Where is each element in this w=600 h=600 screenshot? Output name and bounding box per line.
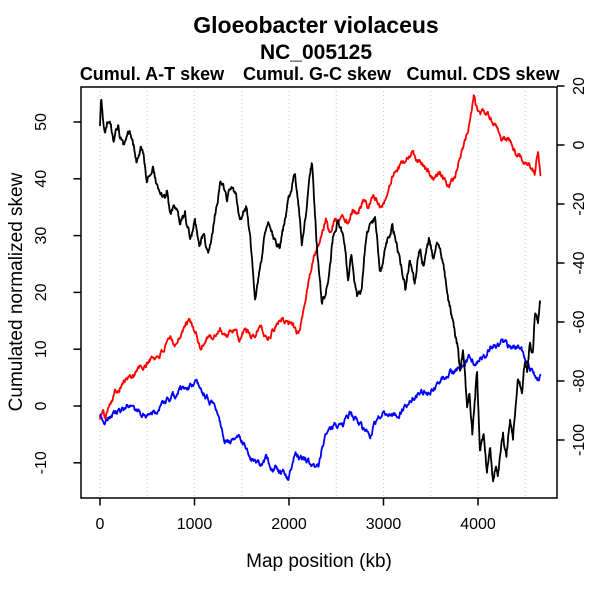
y-left-tick-label: 20 <box>33 283 50 301</box>
y-left-tick-label: 50 <box>33 113 50 131</box>
y-right-tick-label: -20 <box>571 192 588 215</box>
plot-title: Gloeobacter violaceus <box>193 12 438 38</box>
legend-label-at-skew: Cumul. A-T skew <box>80 64 225 84</box>
y-right-tick-label: -40 <box>571 251 588 274</box>
y-left-tick-label: 0 <box>33 401 50 410</box>
plot-subtitle: NC_005125 <box>260 41 372 64</box>
y-right-tick-label: -60 <box>571 310 588 333</box>
x-tick-label: 4000 <box>460 516 496 533</box>
x-tick-label: 0 <box>96 516 105 533</box>
legend-label-gc-skew: Cumul. G-C skew <box>243 64 392 84</box>
y-left-tick-label: 40 <box>33 170 50 188</box>
legend-label-cds-skew: Cumul. CDS skew <box>406 64 560 84</box>
series-cds_skew <box>99 98 541 483</box>
y-right-tick-label: -80 <box>571 369 588 392</box>
x-tick-label: 3000 <box>366 516 402 533</box>
y-right-tick-label: 0 <box>571 140 588 149</box>
axes: 0 1000 2000 3000 4000-1001020304050-100-80-6… <box>33 77 588 533</box>
series-gc_skew <box>99 338 542 481</box>
y-axis-title: Cumulated normalized skew <box>6 172 27 411</box>
y-left-tick-label: 30 <box>33 227 50 245</box>
y-right-tick-label: -100 <box>571 424 588 456</box>
series-at_skew <box>99 94 542 421</box>
y-right-tick-label: 20 <box>571 77 588 95</box>
x-tick-label: 2000 <box>271 516 307 533</box>
x-tick-label: 1000 <box>177 516 213 533</box>
y-left-tick-label: 10 <box>33 340 50 358</box>
plot-box <box>80 86 558 499</box>
y-left-tick-label: -10 <box>33 451 50 474</box>
gridlines <box>99 87 526 498</box>
x-axis-title: Map position (kb) <box>246 551 392 572</box>
data-curves <box>99 94 542 483</box>
